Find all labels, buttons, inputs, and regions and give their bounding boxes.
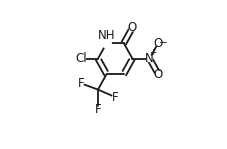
Circle shape [76,54,85,63]
Circle shape [155,71,161,77]
Text: N: N [145,52,154,65]
Text: O: O [154,68,163,81]
Text: F: F [95,103,101,116]
Circle shape [102,39,111,48]
Text: F: F [77,77,84,90]
Text: Cl: Cl [75,52,86,65]
Circle shape [129,24,136,31]
Circle shape [113,94,118,100]
Text: −: − [159,38,168,48]
Text: +: + [149,48,157,57]
Text: O: O [128,21,137,34]
Text: O: O [154,37,163,50]
Circle shape [78,81,83,86]
Circle shape [96,107,101,112]
Text: NH: NH [98,29,115,42]
Circle shape [155,40,161,46]
Circle shape [147,56,153,62]
Text: F: F [112,91,118,104]
